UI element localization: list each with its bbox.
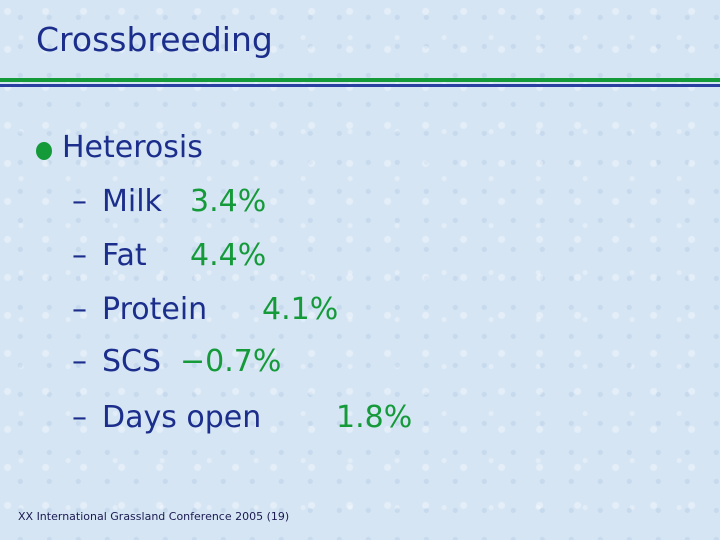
slide-title: Crossbreeding: [36, 20, 273, 59]
item-value: 1.8%: [336, 400, 413, 435]
dash: –: [72, 344, 87, 379]
item-label: Days open: [102, 400, 262, 435]
item-label: Milk: [102, 184, 162, 219]
dash: –: [72, 184, 87, 219]
title-rule: [0, 84, 720, 87]
title-rule: [0, 78, 720, 82]
item-value: −0.7%: [180, 344, 282, 379]
item-value: 3.4%: [190, 184, 267, 219]
item-label: Fat: [102, 238, 147, 273]
dash: –: [72, 292, 87, 327]
item-label: Protein: [102, 292, 208, 327]
dash: –: [72, 238, 87, 273]
bullet-dot: [36, 142, 52, 160]
item-label: SCS: [102, 344, 162, 379]
footer: XX International Grassland Conference 20…: [18, 510, 290, 523]
item-value: 4.4%: [190, 238, 267, 273]
item-value: 4.1%: [262, 292, 339, 327]
dash: –: [72, 400, 87, 435]
bullet-text: Heterosis: [62, 130, 203, 165]
